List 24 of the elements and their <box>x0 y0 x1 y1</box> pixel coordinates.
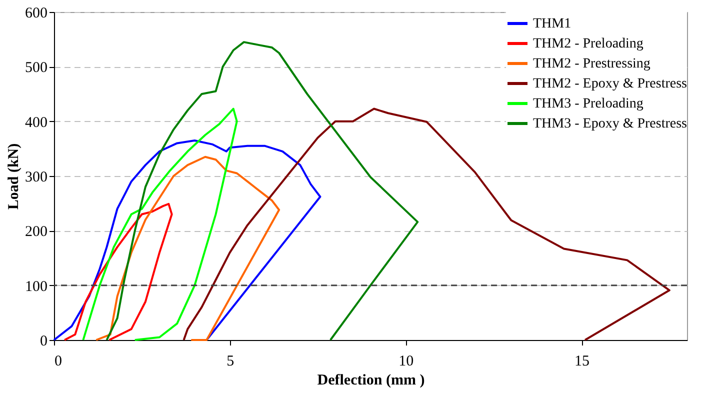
legend-label: THM2 - Epoxy & Prestress <box>533 76 687 92</box>
y-tick-label: 100 <box>25 278 48 295</box>
y-axis-title: Load (kN) <box>6 143 22 210</box>
x-tick-label: 5 <box>226 354 234 370</box>
y-tick-label: 600 <box>25 6 48 22</box>
line-series <box>53 139 322 341</box>
y-tick-label: 200 <box>25 224 48 240</box>
x-tick-label: 10 <box>398 354 414 370</box>
y-tick-label: 400 <box>25 114 48 131</box>
x-tick-label: 0 <box>54 354 62 370</box>
legend-label: THM2 - Prestressing <box>533 56 650 72</box>
legend-label: THM3 - Epoxy & Prestress <box>533 116 687 132</box>
line-series <box>95 156 280 341</box>
legend-label: THM3 - Preloading <box>533 96 644 112</box>
y-tick-label: 500 <box>25 60 48 76</box>
x-tick-label: 15 <box>574 354 590 370</box>
legend-label: THM1 <box>533 16 572 32</box>
y-tick-label: 0 <box>40 334 48 350</box>
line-series <box>82 108 238 341</box>
line-series <box>64 202 173 341</box>
x-axis-title: Deflection (mm ) <box>317 372 425 388</box>
legend-label: THM2 - Preloading <box>533 36 644 52</box>
line-series <box>106 41 419 341</box>
y-tick-label: 300 <box>25 170 48 186</box>
